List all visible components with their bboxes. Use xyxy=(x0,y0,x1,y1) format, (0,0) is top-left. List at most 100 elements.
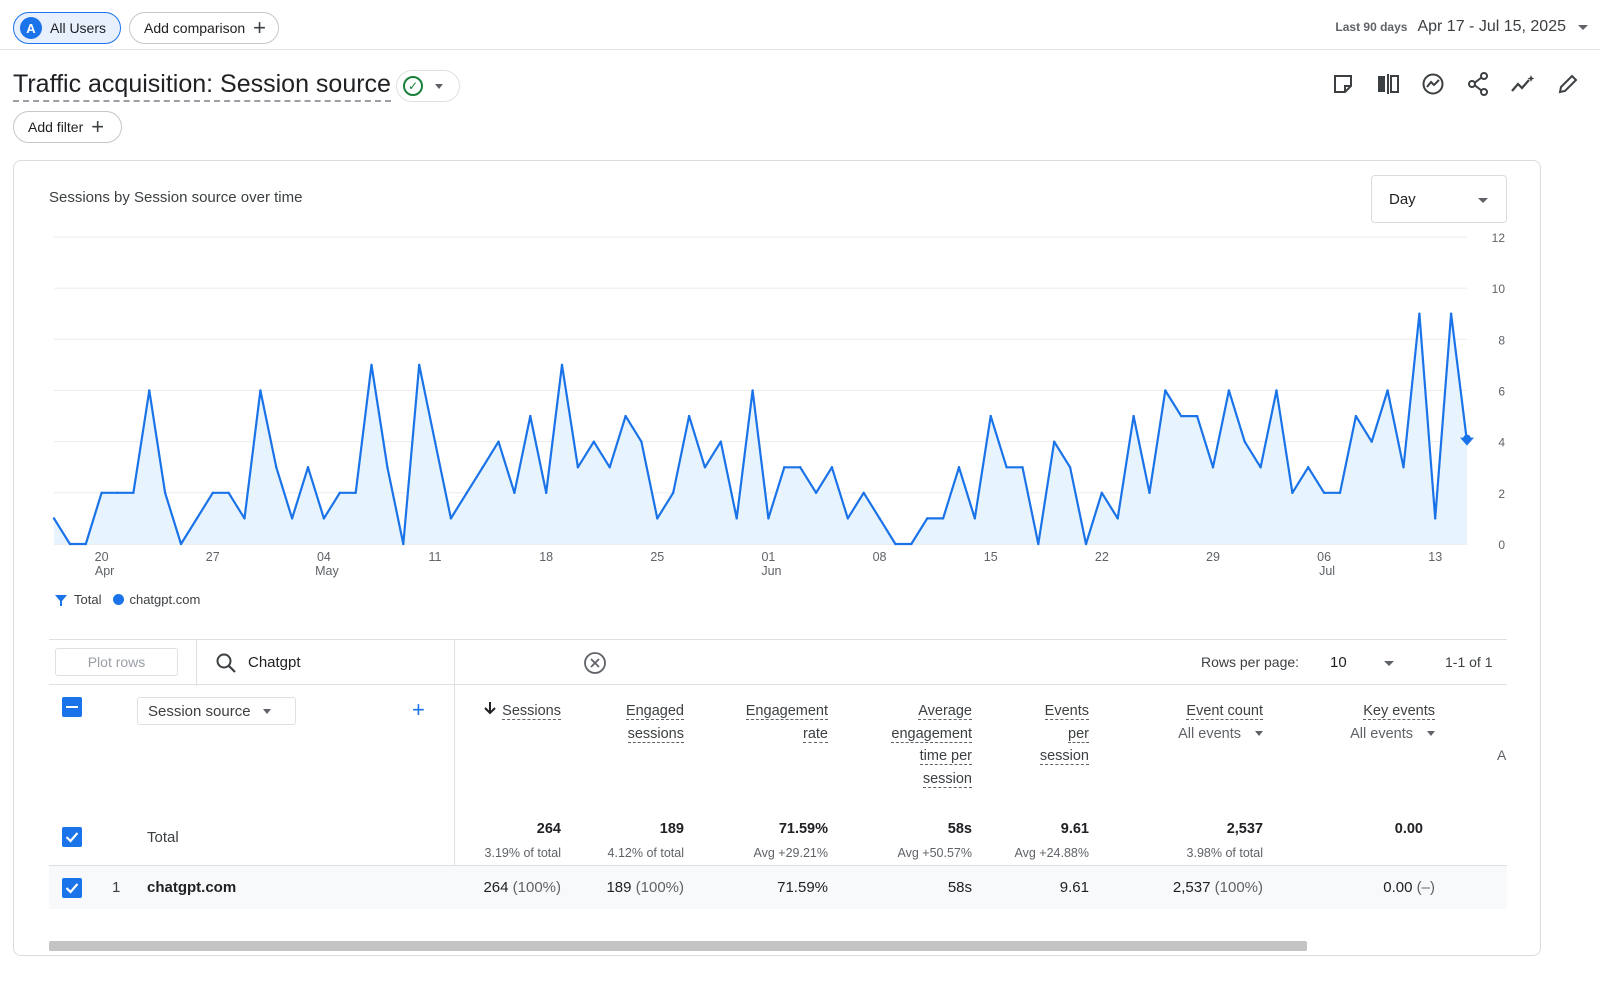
data-point xyxy=(227,491,230,495)
report-notes-icon[interactable] xyxy=(1320,70,1365,98)
column-header-event-count[interactable]: Event count All events xyxy=(1178,700,1263,745)
clear-search-icon[interactable] xyxy=(583,651,607,675)
data-point xyxy=(465,491,468,495)
data-point xyxy=(52,517,56,520)
y-tick-label: 4 xyxy=(1498,436,1505,450)
data-point xyxy=(862,491,865,495)
row-key-events: 0.00 (–) xyxy=(1383,879,1435,896)
data-point xyxy=(1418,312,1421,315)
date-range-label: Last 90 days xyxy=(1335,20,1408,34)
key-event-filter-value: All events xyxy=(1350,725,1413,742)
x-tick-label: 25 xyxy=(650,550,664,564)
insights-icon[interactable] xyxy=(1410,70,1455,98)
segment-chip-all-users[interactable]: A All Users xyxy=(13,12,121,44)
series-area xyxy=(54,313,1467,544)
data-point xyxy=(179,542,183,546)
data-point xyxy=(767,517,770,520)
total-checkbox[interactable] xyxy=(62,827,82,847)
data-point xyxy=(735,517,738,520)
plot-rows-button[interactable]: Plot rows xyxy=(55,648,178,676)
share-icon[interactable] xyxy=(1455,70,1500,98)
search-input[interactable]: Chatgpt xyxy=(248,654,301,671)
data-point xyxy=(84,542,87,546)
data-point xyxy=(481,466,484,469)
x-tick-label: 13 xyxy=(1428,550,1442,564)
plus-icon: + xyxy=(253,15,267,40)
data-point xyxy=(1053,440,1056,443)
table-row[interactable]: 1 chatgpt.com 264 (100%) 189 (100%) 71.5… xyxy=(49,865,1507,909)
column-header-events-per-session[interactable]: Events per session xyxy=(1039,700,1089,768)
column-header-sessions[interactable]: Sessions xyxy=(484,700,561,723)
total-event-count-share: 3.98% of total xyxy=(1186,846,1263,860)
data-point xyxy=(497,440,500,443)
column-header-engaged-sessions[interactable]: Engaged sessions xyxy=(625,700,684,745)
x-tick-month-label: May xyxy=(315,564,339,578)
rows-per-page-select[interactable]: 10 xyxy=(1330,654,1347,671)
add-dimension-button[interactable]: + xyxy=(412,697,425,722)
data-point xyxy=(1021,466,1024,469)
chart-legend: Total chatgpt.com xyxy=(54,592,200,607)
column-label: Engagement xyxy=(745,703,828,720)
percent: (100%) xyxy=(512,879,561,896)
granularity-select[interactable]: Day xyxy=(1371,175,1507,223)
compare-icon[interactable] xyxy=(1365,70,1410,98)
segment-avatar: A xyxy=(20,17,42,39)
dimension-select[interactable]: Session source xyxy=(137,697,296,725)
legend-series-dot xyxy=(113,594,125,605)
total-event-count: 2,537 xyxy=(1226,821,1263,837)
data-point xyxy=(1195,414,1199,418)
data-point xyxy=(1148,491,1151,495)
data-point xyxy=(1338,491,1342,495)
data-point xyxy=(354,491,357,495)
column-header-avg-engagement-time[interactable]: Average engagement time per session xyxy=(891,700,972,790)
chevron-down-icon xyxy=(1578,24,1588,30)
data-point xyxy=(1100,491,1104,495)
table-header: Session source + Sessions Engaged sessio… xyxy=(49,685,1507,805)
x-tick-month-label: Jul xyxy=(1319,564,1335,578)
percent: (–) xyxy=(1416,879,1435,896)
data-point xyxy=(306,466,310,469)
data-table: Plot rows Chatgpt Rows per page: 10 1-1 … xyxy=(49,639,1507,909)
data-point xyxy=(592,440,595,443)
x-tick-label: 04 xyxy=(317,550,331,564)
row-session-source: chatgpt.com xyxy=(147,879,237,896)
last-point-marker xyxy=(1463,434,1471,443)
report-status-dropdown[interactable]: ✓ xyxy=(396,70,460,102)
column-label: time per xyxy=(919,748,972,765)
trend-sparkle-icon[interactable] xyxy=(1500,70,1545,98)
total-events-per-session-avg: Avg +24.88% xyxy=(1014,846,1089,860)
search-icon xyxy=(216,653,236,673)
chevron-down-icon[interactable] xyxy=(1384,661,1394,666)
data-point xyxy=(195,517,199,520)
column-label: Average xyxy=(918,703,972,720)
total-engagement-rate: 71.59% xyxy=(778,821,828,837)
data-point xyxy=(830,466,834,469)
edit-icon[interactable] xyxy=(1545,70,1590,98)
dimension-label: Session source xyxy=(148,702,251,720)
check-circle-icon: ✓ xyxy=(403,76,423,96)
data-point xyxy=(529,414,532,418)
date-range-picker[interactable]: Last 90 days Apr 17 - Jul 15, 2025 xyxy=(1335,18,1588,36)
value: 0.00 xyxy=(1383,879,1413,896)
column-label: Events xyxy=(1044,703,1089,720)
add-comparison-button[interactable]: Add comparison + xyxy=(129,12,279,44)
data-point xyxy=(751,389,754,392)
chevron-down-icon xyxy=(1427,731,1435,737)
select-all-checkbox[interactable] xyxy=(62,697,82,717)
column-header-key-events[interactable]: Key events All events xyxy=(1350,700,1435,745)
key-event-filter-select[interactable]: All events xyxy=(1350,723,1435,746)
data-point xyxy=(1434,517,1437,520)
checkmark-icon xyxy=(65,832,79,843)
event-filter-select[interactable]: All events xyxy=(1178,723,1263,746)
page-title[interactable]: Traffic acquisition: Session source xyxy=(13,68,391,102)
add-filter-button[interactable]: Add filter + xyxy=(13,111,122,143)
horizontal-scrollbar[interactable] xyxy=(49,941,1307,951)
row-engagement-rate: 71.59% xyxy=(777,879,828,896)
row-events-per-session: 9.61 xyxy=(1059,879,1089,896)
data-point xyxy=(1005,466,1008,469)
data-point xyxy=(1322,491,1326,495)
data-point xyxy=(322,517,326,520)
column-header-engagement-rate[interactable]: Engagement rate xyxy=(745,700,828,745)
row-checkbox[interactable] xyxy=(62,878,82,898)
